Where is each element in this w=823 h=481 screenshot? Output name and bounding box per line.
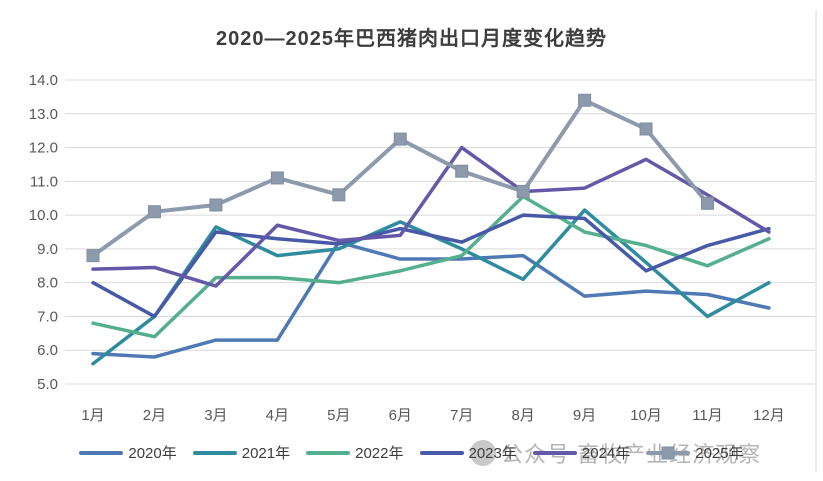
legend-label: 2025年 xyxy=(695,445,744,462)
series-marker-2025年 xyxy=(639,122,653,136)
legend-line-swatch xyxy=(79,450,124,455)
series-marker-2025年 xyxy=(516,184,530,198)
series-marker-2025年 xyxy=(147,205,161,219)
legend-item-2025年: 2025年 xyxy=(646,442,744,463)
x-tick-label: 4月 xyxy=(266,407,289,424)
y-tick-label: 7.0 xyxy=(37,308,58,325)
x-tick-label: 6月 xyxy=(389,407,412,424)
y-tick-label: 14.0 xyxy=(29,72,58,89)
series-marker-2025年 xyxy=(209,198,223,212)
series-line-2021年 xyxy=(91,208,771,366)
x-tick-label: 3月 xyxy=(204,407,227,424)
series-marker-2025年 xyxy=(701,196,714,210)
legend-square-marker xyxy=(661,446,675,459)
x-tick-label: 10月 xyxy=(630,407,662,424)
series-marker-2025年 xyxy=(393,132,407,146)
y-tick-label: 5.0 xyxy=(37,376,58,393)
legend-item-2024年: 2024年 xyxy=(532,442,631,463)
legend-line-swatch xyxy=(192,450,237,455)
y-tick-label: 9.0 xyxy=(37,241,58,258)
y-tick-label: 11.0 xyxy=(30,173,58,190)
y-tick-label: 13.0 xyxy=(29,106,58,123)
legend-line-swatch xyxy=(419,450,464,455)
x-tick-label: 1月 xyxy=(81,407,104,424)
series-line-2024年 xyxy=(91,145,771,288)
chart-title: 2020—2025年巴西猪肉出口月度变化趋势 xyxy=(216,28,607,50)
legend-line-swatch xyxy=(646,446,691,459)
legend-item-2020年: 2020年 xyxy=(79,442,177,463)
series-line-2022年 xyxy=(91,194,771,339)
x-tick-label: 8月 xyxy=(511,407,534,424)
legend-line-swatch xyxy=(306,450,351,455)
watermark: 公众号 畜牧产业经济观察 xyxy=(470,437,761,469)
series-marker-2025年 xyxy=(455,164,469,178)
series-marker-2025年 xyxy=(270,171,284,185)
y-tick-label: 6.0 xyxy=(37,342,58,359)
y-tick-label: 12.0 xyxy=(29,140,58,157)
x-tick-label: 11月 xyxy=(692,407,723,424)
legend-item-2022年: 2022年 xyxy=(306,442,404,463)
series-marker-2025年 xyxy=(332,188,346,202)
watermark-logo-icon xyxy=(470,440,496,466)
series-line-2023年 xyxy=(91,213,771,319)
legend-label: 2020年 xyxy=(128,445,177,462)
legend-label: 2021年 xyxy=(241,445,291,462)
x-tick-label: 5月 xyxy=(327,407,350,424)
x-tick-label: 12月 xyxy=(753,407,785,424)
legend-line-swatch xyxy=(532,450,577,455)
legend: 2020年 2021年 2022年 2023年 2024年 2025年 xyxy=(0,442,823,463)
legend-item-2021年: 2021年 xyxy=(192,442,291,463)
legend-label: 2023年 xyxy=(468,445,517,462)
legend-label: 2022年 xyxy=(355,445,404,462)
series-line-2020年 xyxy=(91,240,771,359)
legend-item-2023年: 2023年 xyxy=(419,442,517,463)
series-marker-2025年 xyxy=(86,249,100,263)
x-tick-label: 7月 xyxy=(450,407,473,424)
y-tick-label: 8.0 xyxy=(37,275,58,292)
series-marker-2025年 xyxy=(578,93,592,107)
y-tick-label: 10.0 xyxy=(29,207,58,224)
x-tick-label: 9月 xyxy=(573,407,596,424)
legend-label: 2024年 xyxy=(581,445,631,462)
x-tick-label: 2月 xyxy=(143,407,166,424)
watermark-text: 公众号 畜牧产业经济观察 xyxy=(501,442,762,467)
